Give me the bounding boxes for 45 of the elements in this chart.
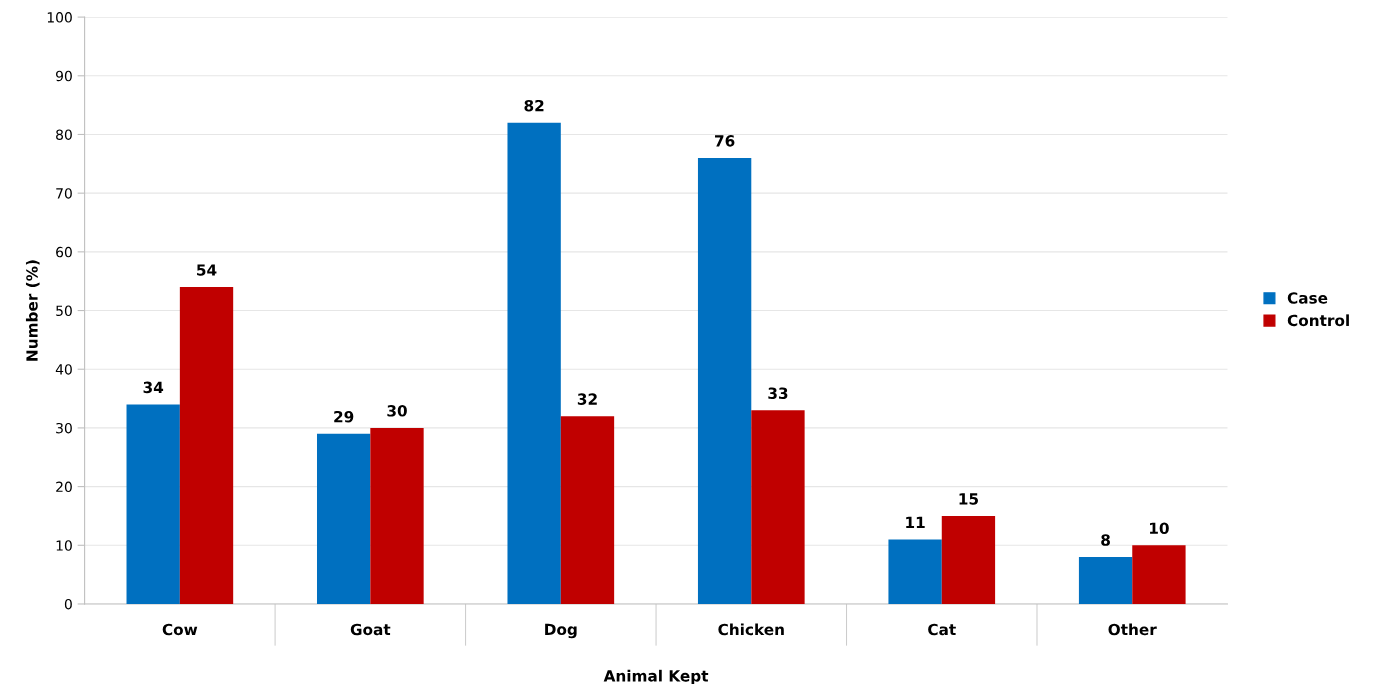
- bar: [751, 410, 805, 604]
- x-axis-title: Animal Kept: [603, 669, 709, 684]
- y-tick-label: 50: [56, 305, 72, 317]
- y-tick-label: 60: [56, 246, 72, 258]
- bar: [316, 433, 371, 604]
- data-label: 54: [197, 264, 217, 276]
- bar: [126, 404, 180, 604]
- x-tick-label: Other: [1108, 623, 1157, 636]
- data-label: 10: [1150, 522, 1169, 534]
- bar: [179, 287, 234, 604]
- data-label: 32: [577, 393, 597, 405]
- y-tick-label: 10: [56, 540, 72, 551]
- bar: [560, 416, 615, 604]
- x-tick-label: Goat: [350, 623, 391, 636]
- data-label: 30: [387, 405, 407, 417]
- legend-label: Case: [1287, 292, 1328, 304]
- bar: [697, 157, 752, 604]
- y-tick-label: 30: [56, 422, 72, 434]
- bar: [1132, 545, 1186, 604]
- data-label: 11: [906, 516, 925, 528]
- bar: [507, 122, 561, 604]
- data-label: 29: [334, 410, 354, 423]
- y-tick-label: 20: [56, 481, 72, 493]
- y-tick-label: 0: [64, 598, 72, 610]
- legend-label: Control: [1287, 314, 1349, 327]
- bar: [888, 539, 942, 604]
- data-label: 8: [1101, 534, 1110, 546]
- y-tick-label: 100: [47, 12, 72, 23]
- x-tick-label: Dog: [545, 623, 577, 639]
- bar: [941, 515, 996, 604]
- data-label: 76: [715, 135, 735, 147]
- y-tick-label: 90: [56, 70, 72, 82]
- y-tick-label: 40: [55, 364, 72, 375]
- x-tick-label: Cat: [928, 623, 956, 636]
- data-label: 15: [959, 493, 978, 505]
- bar: [370, 427, 424, 604]
- y-axis-title: Number (%): [25, 260, 40, 361]
- y-tick-label: 70: [56, 188, 72, 199]
- x-tick-label: Cow: [162, 623, 198, 636]
- data-label: 33: [768, 387, 788, 400]
- data-label: 34: [143, 381, 164, 394]
- y-tick-label: 80: [56, 129, 72, 140]
- bar: [1078, 557, 1133, 604]
- x-tick-label: Chicken: [718, 623, 784, 636]
- data-label: 82: [524, 99, 544, 112]
